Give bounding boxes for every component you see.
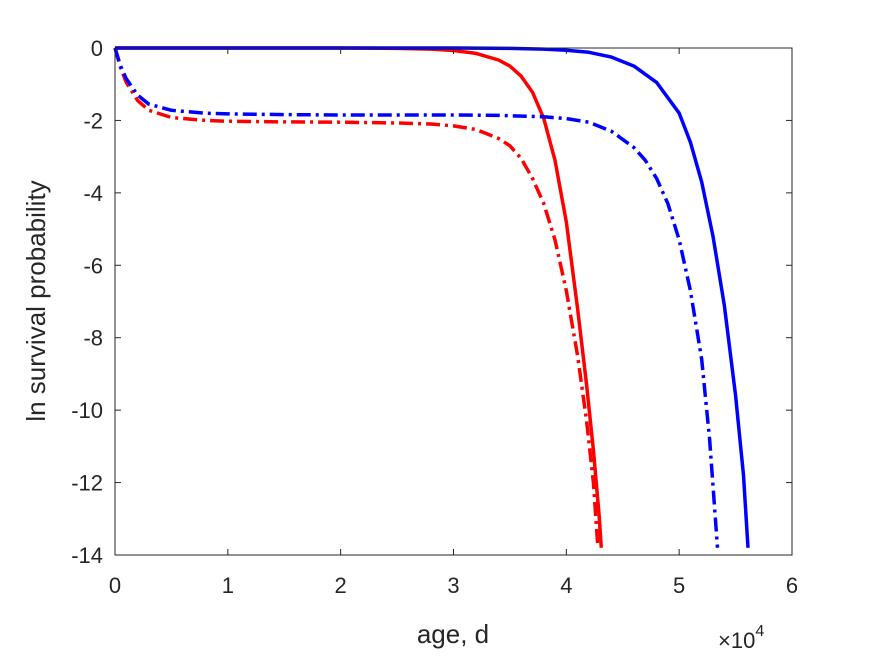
y-axis-ticks: 0 -2 -4 -6 -8 -10 -12 -14 <box>71 36 792 568</box>
x-tick-label: 0 <box>109 573 121 598</box>
x-tick-label: 1 <box>222 573 234 598</box>
y-tick-label: 0 <box>91 36 103 61</box>
series-line-4 <box>113 47 720 548</box>
y-tick-label: -12 <box>71 471 103 496</box>
x-axis-multiplier-exponent: 4 <box>755 623 764 640</box>
x-axis-multiplier: ×104 <box>718 623 764 653</box>
x-tick-label: 2 <box>335 573 347 598</box>
y-axis-label: ln survival probability <box>21 180 51 421</box>
x-axis-ticks: 0 1 2 3 4 5 6 <box>109 48 798 598</box>
x-tick-label: 6 <box>786 573 798 598</box>
plot-area <box>115 48 792 555</box>
x-tick-label: 5 <box>673 573 685 598</box>
x-axis-multiplier-base: ×10 <box>718 628 755 653</box>
y-tick-label: -6 <box>83 253 103 278</box>
y-tick-label: -4 <box>83 181 103 206</box>
y-tick-label: -14 <box>71 543 103 568</box>
y-tick-label: -10 <box>71 398 103 423</box>
y-tick-label: -2 <box>83 108 103 133</box>
series-line-2 <box>113 47 600 548</box>
x-axis-label: age, d <box>417 619 489 649</box>
x-tick-label: 4 <box>560 573 572 598</box>
x-tick-label: 3 <box>447 573 459 598</box>
y-tick-label: -8 <box>83 326 103 351</box>
